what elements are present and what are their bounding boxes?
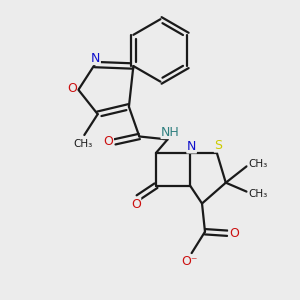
Text: CH₃: CH₃ — [248, 159, 268, 169]
Text: CH₃: CH₃ — [73, 139, 92, 149]
Text: CH₃: CH₃ — [248, 189, 268, 199]
Text: S: S — [214, 139, 222, 152]
Text: NH: NH — [161, 125, 180, 139]
Text: N: N — [91, 52, 100, 64]
Text: O⁻: O⁻ — [181, 255, 197, 268]
Text: O: O — [229, 227, 239, 240]
Text: O: O — [67, 82, 77, 95]
Text: O: O — [103, 135, 113, 148]
Text: O: O — [131, 198, 141, 211]
Text: N: N — [187, 140, 196, 153]
